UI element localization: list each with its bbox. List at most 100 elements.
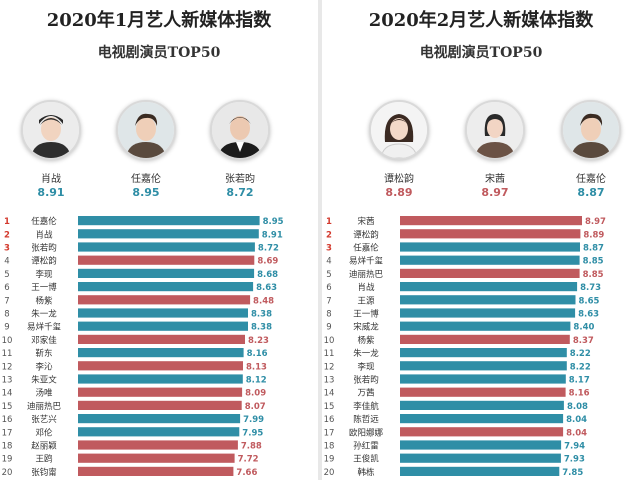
bar bbox=[78, 321, 248, 331]
category-label: 任嘉伦 bbox=[353, 243, 379, 254]
bar bbox=[78, 348, 244, 358]
rank-number: 9 bbox=[326, 323, 331, 333]
top3-value: 8.89 bbox=[385, 186, 413, 199]
value-label: 8.91 bbox=[262, 230, 283, 240]
category-label: 赵丽颖 bbox=[31, 441, 57, 452]
panel-title: 2020年2月艺人新媒体指数 bbox=[368, 10, 594, 31]
bar bbox=[400, 268, 580, 278]
category-label: 陈哲远 bbox=[353, 414, 379, 425]
bar bbox=[400, 387, 566, 397]
bar bbox=[400, 361, 567, 371]
category-label: 张若昀 bbox=[353, 375, 379, 386]
young-woman-avatar-icon bbox=[369, 100, 429, 160]
bar bbox=[400, 255, 580, 265]
value-label: 8.04 bbox=[566, 428, 587, 438]
rank-number: 8 bbox=[326, 310, 331, 320]
category-label: 易烊千玺 bbox=[349, 256, 384, 267]
top3-name: 肖战 bbox=[41, 174, 61, 185]
bar bbox=[400, 440, 562, 450]
rank-number: 12 bbox=[2, 362, 13, 372]
category-label: 迪丽热巴 bbox=[27, 401, 62, 412]
rank-number: 16 bbox=[2, 415, 13, 425]
bar bbox=[78, 361, 243, 371]
value-label: 8.13 bbox=[246, 362, 267, 372]
value-label: 8.04 bbox=[566, 415, 587, 425]
top3-value: 8.87 bbox=[577, 186, 605, 199]
top3-name: 任嘉伦 bbox=[576, 174, 606, 185]
panel-divider bbox=[318, 0, 322, 480]
rank-number: 7 bbox=[4, 296, 9, 306]
rank-number: 15 bbox=[324, 402, 335, 412]
panel-subtitle: 电视剧演员TOP50 bbox=[419, 45, 543, 61]
rank-number: 19 bbox=[324, 455, 335, 465]
value-label: 8.63 bbox=[578, 310, 599, 320]
rank-number: 2 bbox=[326, 230, 332, 240]
bar bbox=[400, 216, 582, 226]
bar bbox=[400, 414, 564, 424]
rank-number: 3 bbox=[4, 244, 10, 254]
category-label: 汤唯 bbox=[35, 388, 53, 399]
rank-number: 6 bbox=[4, 283, 9, 293]
value-label: 8.07 bbox=[245, 402, 266, 412]
rank-number: 13 bbox=[324, 376, 335, 386]
bar bbox=[78, 334, 245, 344]
rank-number: 18 bbox=[2, 442, 13, 452]
panel-title: 2020年1月艺人新媒体指数 bbox=[46, 10, 272, 31]
rank-number: 5 bbox=[4, 270, 9, 280]
bar bbox=[78, 387, 243, 397]
rank-number: 15 bbox=[2, 402, 13, 412]
top3-name: 张若昀 bbox=[225, 174, 255, 185]
top3-name: 宋茜 bbox=[485, 174, 505, 185]
category-label: 任嘉伦 bbox=[31, 216, 57, 227]
rank-number: 10 bbox=[324, 336, 335, 346]
woman-avatar-icon bbox=[465, 100, 525, 160]
top3-name: 任嘉伦 bbox=[131, 174, 161, 185]
bar bbox=[400, 229, 581, 239]
rank-number: 17 bbox=[2, 428, 13, 438]
bar bbox=[78, 308, 248, 318]
rank-number: 14 bbox=[324, 389, 335, 399]
category-label: 杨紫 bbox=[357, 335, 375, 346]
rank-number: 3 bbox=[326, 244, 332, 254]
value-label: 8.22 bbox=[570, 362, 591, 372]
bar bbox=[400, 308, 576, 318]
value-label: 7.93 bbox=[564, 455, 585, 465]
bar bbox=[400, 334, 570, 344]
value-label: 7.99 bbox=[243, 415, 264, 425]
panel-subtitle: 电视剧演员TOP50 bbox=[97, 45, 221, 61]
category-label: 杨紫 bbox=[35, 295, 53, 306]
top3-item: 张若昀 8.72 bbox=[203, 100, 277, 201]
value-label: 8.85 bbox=[583, 257, 604, 267]
value-label: 7.72 bbox=[238, 455, 259, 465]
category-label: 王源 bbox=[357, 296, 375, 306]
rank-number: 20 bbox=[2, 468, 13, 478]
category-label: 肖战 bbox=[357, 282, 375, 293]
ranking-bar-chart: 1 任嘉伦 8.95 2 肖战 8.91 3 张若昀 8.72 4 谭松韵 8.69 5 李现 8.68 6 王… bbox=[2, 216, 284, 478]
value-label: 8.40 bbox=[573, 323, 594, 333]
bar bbox=[400, 374, 566, 384]
february-panel: 2020年2月艺人新媒体指数 电视剧演员TOP50 谭松韵 8.89 宋茜 8.… bbox=[322, 0, 640, 480]
value-label: 8.65 bbox=[579, 296, 600, 306]
rank-number: 11 bbox=[2, 349, 13, 359]
value-label: 8.95 bbox=[263, 217, 284, 227]
rank-number: 4 bbox=[326, 257, 331, 267]
value-label: 8.68 bbox=[257, 270, 278, 280]
rank-number: 14 bbox=[2, 389, 13, 399]
category-label: 邓家佳 bbox=[31, 335, 57, 346]
category-label: 宋茜 bbox=[357, 216, 374, 227]
bar bbox=[78, 216, 260, 226]
value-label: 8.16 bbox=[569, 389, 590, 399]
ranking-bar-chart: 1 宋茜 8.97 2 谭松韵 8.89 3 任嘉伦 8.87 4 易烊千玺 8.85 5 迪丽热巴 8.8… bbox=[324, 216, 606, 478]
bar bbox=[78, 400, 242, 410]
rank-number: 1 bbox=[4, 217, 10, 227]
rank-number: 9 bbox=[4, 323, 9, 333]
category-label: 李现 bbox=[357, 361, 375, 372]
value-label: 8.16 bbox=[247, 349, 268, 359]
value-label: 8.72 bbox=[258, 244, 279, 254]
value-label: 7.88 bbox=[241, 442, 262, 452]
value-label: 8.38 bbox=[251, 323, 272, 333]
rank-number: 19 bbox=[2, 455, 13, 465]
category-label: 张艺兴 bbox=[31, 415, 57, 425]
value-label: 8.73 bbox=[580, 283, 601, 293]
value-label: 7.94 bbox=[564, 442, 585, 452]
